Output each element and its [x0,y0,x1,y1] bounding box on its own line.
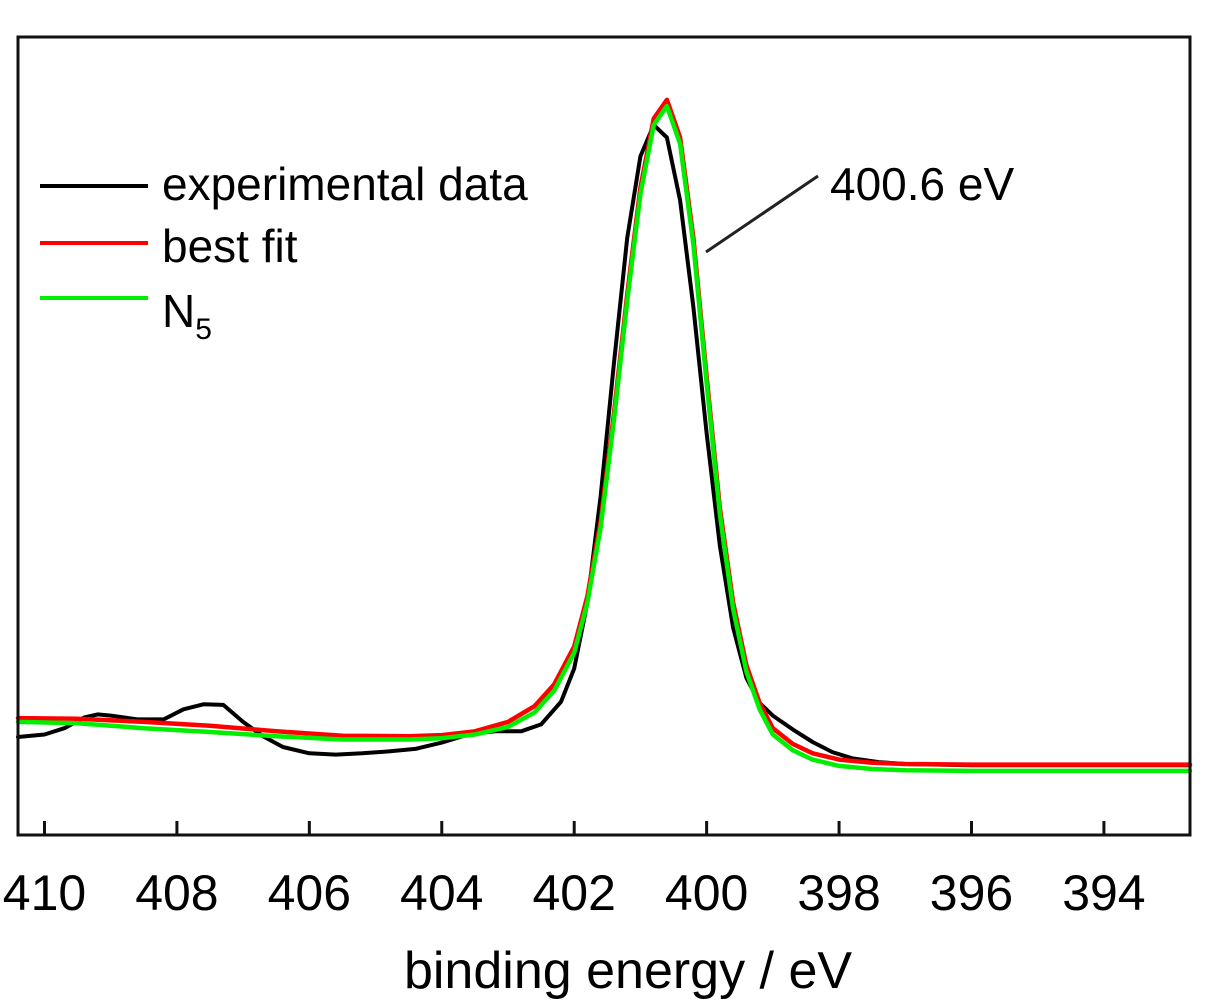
legend-label-n5-base: N [162,285,195,337]
legend-label-n5: N5 [162,285,212,346]
x-tick-label: 398 [797,865,880,921]
legend-label-best-fit: best fit [162,220,298,272]
series-line-best-fit [15,97,1193,767]
annotation-leader-line [705,174,819,254]
x-tick-label: 406 [268,865,351,921]
peak-annotation: 400.6 eV [705,158,1014,254]
x-tick-label: 402 [532,865,615,921]
x-tick-label: 404 [400,865,483,921]
legend-label-experimental: experimental data [162,158,528,210]
x-axis: 410 408 406 404 402 400 398 396 394 [3,821,1146,921]
legend-label-n5-subscript: 5 [195,313,212,346]
x-tick-label: 400 [665,865,748,921]
series-line-experimental-data [16,123,1192,768]
plot-frame [16,35,1192,837]
legend: experimental data best fit N5 [40,158,528,346]
x-axis-title: binding energy / eV [404,942,852,1000]
x-tick-label: 408 [135,865,218,921]
x-tick-label: 396 [930,865,1013,921]
x-tick-label: 394 [1062,865,1145,921]
series-line-n5 [15,103,1193,774]
x-tick-label: 410 [3,865,86,921]
annotation-label: 400.6 eV [830,158,1014,210]
series-layer [15,97,1193,774]
